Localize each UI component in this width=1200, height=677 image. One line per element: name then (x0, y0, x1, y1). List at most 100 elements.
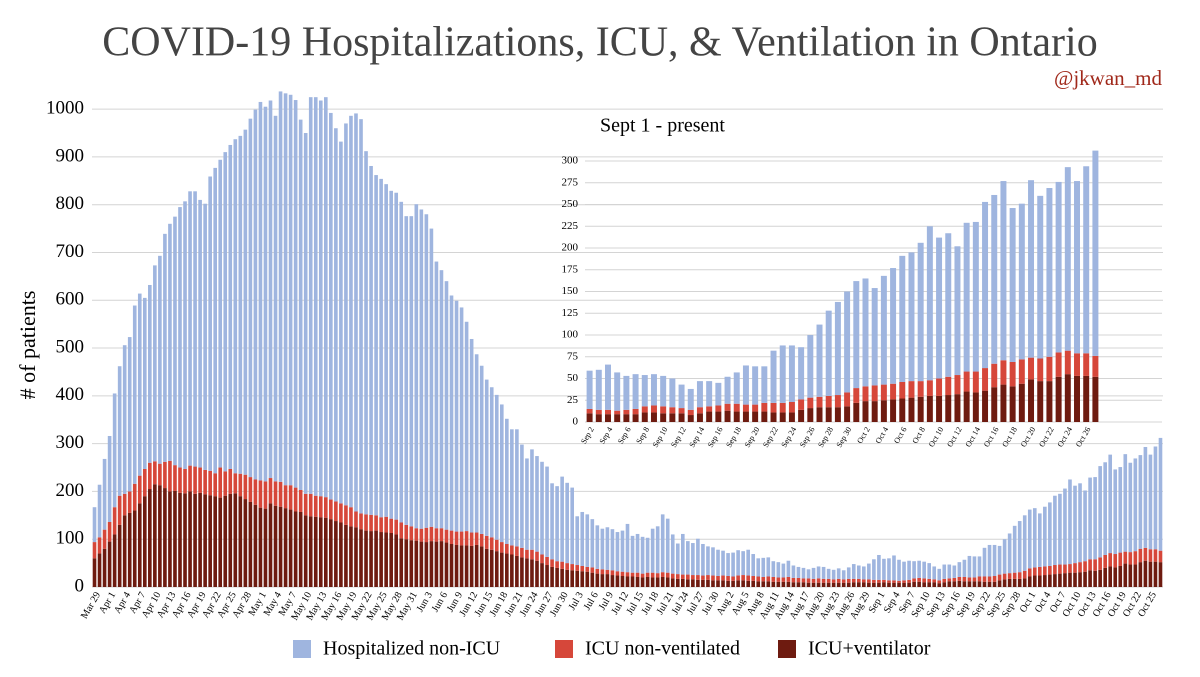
bar-segment (746, 575, 750, 581)
bar-segment (791, 582, 796, 587)
bar-segment (233, 473, 238, 494)
bar-segment (329, 519, 333, 587)
bar-segment (766, 576, 771, 582)
bar-segment (816, 566, 821, 579)
bar-segment (148, 489, 152, 587)
inset-title: Sept 1 - present (600, 115, 725, 137)
bar-segment (806, 578, 811, 583)
y-tick-label: 400 (56, 384, 85, 405)
bar-segment (972, 371, 979, 393)
bar-segment (967, 577, 972, 582)
bar-segment (449, 543, 454, 587)
bar-segment (716, 580, 720, 587)
bar-segment (972, 577, 977, 582)
bar-segment (880, 275, 887, 385)
bar-segment (137, 475, 142, 504)
bar-segment (303, 133, 308, 494)
bar-segment (112, 534, 117, 587)
y-tick-label: 300 (562, 155, 579, 167)
bar-segment (932, 566, 937, 580)
bar-segment (1007, 578, 1012, 587)
bar-segment (374, 530, 378, 587)
bar-segment (1153, 561, 1158, 587)
bar-segment (153, 461, 157, 485)
bar-segment (550, 483, 554, 560)
bar-segment (520, 547, 524, 558)
bar-segment (339, 522, 343, 587)
bar-segment (329, 499, 333, 520)
bar-segment (834, 301, 841, 396)
bar-segment (1043, 575, 1047, 587)
bar-segment (867, 582, 871, 587)
bar-segment (1068, 572, 1072, 587)
bar-segment (1043, 566, 1047, 576)
bar-segment (1158, 562, 1163, 587)
bar-segment (711, 580, 715, 587)
bar-segment (991, 387, 998, 422)
bar-segment (902, 561, 906, 581)
bar-segment (575, 516, 580, 566)
bar-segment (188, 465, 192, 492)
bar-segment (1153, 446, 1158, 550)
x-tick-label: Sep 30 (835, 425, 854, 449)
bar-segment (686, 579, 690, 587)
bar-segment (665, 577, 670, 587)
bar-segment (449, 295, 454, 531)
bar-segment (922, 561, 926, 579)
bar-segment (379, 532, 383, 587)
bar-segment (882, 558, 886, 580)
bar-segment (178, 492, 182, 587)
bar-segment (409, 526, 414, 541)
bar-segment (982, 547, 987, 577)
bar-segment (660, 514, 665, 573)
bar-segment (696, 575, 700, 580)
bar-segment (178, 467, 182, 493)
bar-segment (614, 414, 621, 422)
bar-segment (1055, 376, 1062, 422)
bar-segment (686, 574, 690, 580)
bar-segment (148, 284, 152, 463)
bar-segment (142, 297, 147, 469)
bar-segment (334, 501, 338, 522)
bar-segment (987, 544, 992, 577)
bar-segment (1143, 446, 1148, 548)
bar-segment (600, 528, 605, 570)
bar-segment (726, 580, 730, 587)
bar-segment (1032, 575, 1037, 587)
bar-segment (208, 176, 212, 471)
bar-segment (193, 493, 197, 587)
bar-segment (635, 576, 640, 587)
x-tick-label: Oct 22 (1037, 425, 1056, 448)
bar-segment (550, 566, 554, 587)
bar-segment (223, 495, 228, 587)
bar-segment (344, 123, 348, 506)
bar-segment (163, 233, 167, 462)
bar-segment (972, 581, 977, 587)
bar-segment (761, 581, 766, 587)
bar-segment (540, 554, 544, 564)
bar-segment (1053, 574, 1057, 587)
bar-segment (349, 526, 353, 587)
bar-segment (614, 372, 621, 411)
bar-segment (798, 399, 805, 410)
bar-segment (942, 578, 947, 583)
bar-segment (1138, 455, 1143, 549)
bar-segment (248, 501, 253, 587)
bar-segment (731, 580, 735, 587)
bar-segment (505, 543, 509, 554)
bar-segment (1138, 548, 1143, 563)
bar-segment (439, 528, 444, 542)
y-tick-label: 1000 (46, 97, 84, 118)
bar-segment (505, 418, 509, 544)
bar-segment (107, 435, 112, 523)
bar-segment (298, 119, 303, 490)
bar-segment (625, 572, 630, 577)
bar-segment (258, 101, 263, 481)
bar-segment (288, 94, 293, 486)
bar-segment (706, 406, 713, 412)
bar-segment (736, 575, 740, 581)
bar-segment (770, 412, 777, 422)
bar-segment (992, 544, 997, 577)
bar-segment (394, 519, 399, 535)
